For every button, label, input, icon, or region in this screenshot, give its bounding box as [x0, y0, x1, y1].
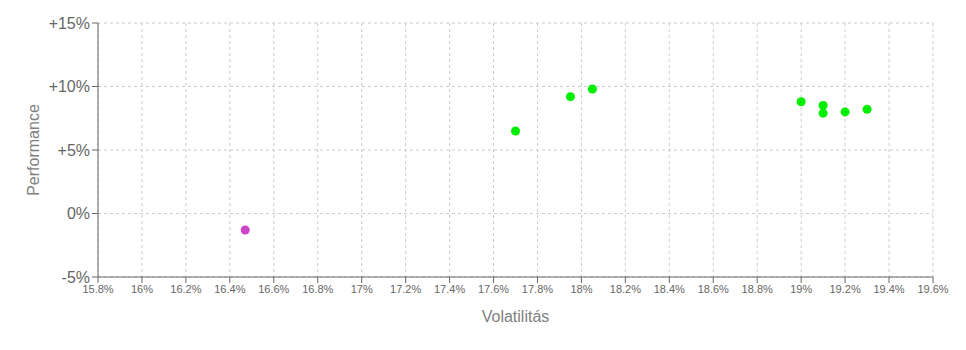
svg-text:0%: 0% — [67, 205, 90, 222]
svg-text:18.6%: 18.6% — [698, 283, 729, 295]
svg-text:18.2%: 18.2% — [610, 283, 641, 295]
svg-text:18.8%: 18.8% — [742, 283, 773, 295]
svg-text:-5%: -5% — [62, 269, 90, 286]
svg-text:16%: 16% — [131, 283, 153, 295]
svg-text:+5%: +5% — [58, 142, 90, 159]
svg-text:19.4%: 19.4% — [873, 283, 904, 295]
svg-text:17.6%: 17.6% — [478, 283, 509, 295]
svg-text:19.6%: 19.6% — [917, 283, 948, 295]
svg-text:Volatilitás: Volatilitás — [482, 308, 550, 325]
svg-text:16.2%: 16.2% — [170, 283, 201, 295]
svg-text:+10%: +10% — [49, 78, 90, 95]
svg-text:15.8%: 15.8% — [82, 282, 114, 295]
svg-text:17.8%: 17.8% — [522, 283, 553, 295]
svg-text:+15%: +15% — [49, 15, 90, 32]
svg-text:Performance: Performance — [25, 104, 42, 196]
svg-text:19%: 19% — [790, 283, 812, 295]
svg-text:18%: 18% — [570, 283, 592, 295]
svg-text:19.2%: 19.2% — [830, 283, 861, 295]
svg-text:18.4%: 18.4% — [654, 283, 685, 295]
svg-text:16.4%: 16.4% — [214, 283, 245, 295]
svg-text:17.4%: 17.4% — [434, 283, 465, 295]
svg-text:16.8%: 16.8% — [302, 283, 333, 295]
svg-text:16.6%: 16.6% — [258, 283, 289, 295]
svg-text:17.2%: 17.2% — [390, 283, 421, 295]
svg-text:17%: 17% — [351, 283, 373, 295]
